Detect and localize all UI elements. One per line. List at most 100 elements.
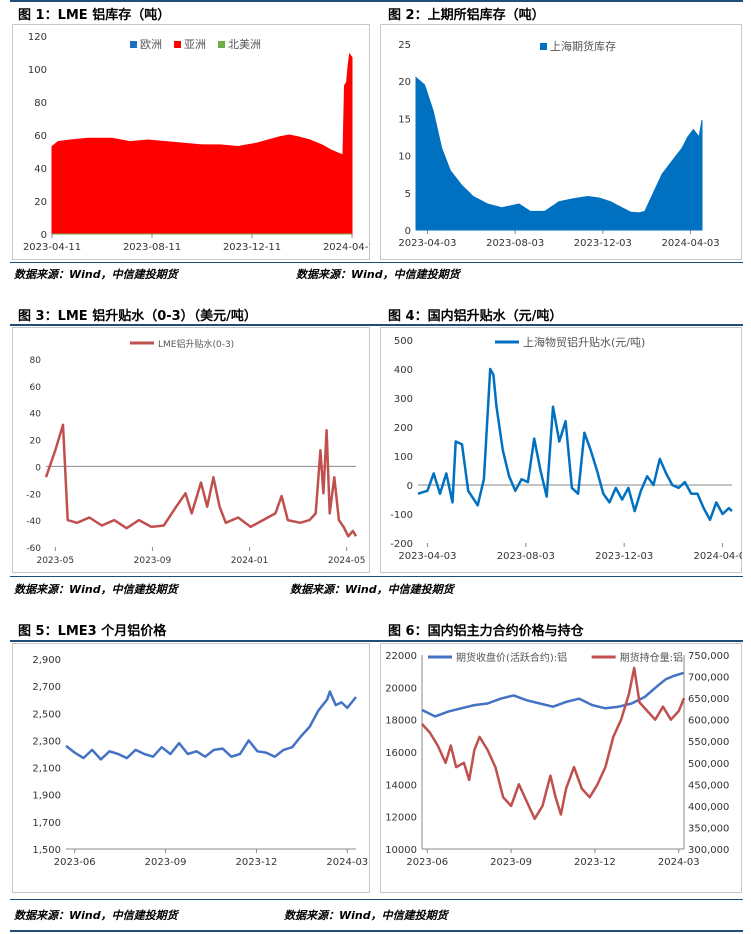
fig6-ytick-label: 20000 (385, 683, 417, 694)
fig1-ytick-label: 40 (34, 164, 47, 175)
fig1-ytick-label: 60 (34, 131, 47, 142)
fig4-ytick-label: 100 (394, 452, 413, 463)
fig3-ytick-label: 20 (30, 437, 42, 447)
fig6-y2tick-label: 600,000 (688, 716, 729, 727)
fig2-ytick-label: 10 (398, 152, 411, 163)
fig1-legend-label-2: 北美洲 (228, 38, 261, 51)
fig3-xtick-label: 2023-05 (36, 556, 74, 566)
fig6-ytick-label: 18000 (385, 716, 417, 727)
fig5-xtick-label: 2023-09 (145, 857, 187, 868)
fig3-series-0-line (44, 423, 358, 538)
fig4-title: 图 4：国内铝升贴水（元/吨） (388, 309, 563, 324)
fig5-ytick-label: 1,700 (32, 818, 61, 829)
fig2-ytick-label: 25 (398, 40, 411, 51)
row2-top-rule (10, 324, 743, 326)
fig4-ytick-label: 0 (407, 481, 413, 492)
fig3-frame (12, 327, 370, 573)
fig4-ytick-label: 400 (394, 365, 413, 376)
fig1-legend-swatch-1 (174, 41, 181, 48)
fig1-xtick-label: 2023-04-11 (23, 242, 81, 253)
row3-right-source: 数据来源：Wind，中信建投期货 (284, 909, 448, 922)
fig6-xtick-label: 2024-03 (658, 857, 700, 868)
fig4-ytick-label: 500 (394, 336, 413, 347)
fig2-legend-label-0: 上海期货库存 (550, 39, 616, 53)
fig1-legend-swatch-2 (218, 41, 225, 48)
row2-right-source: 数据来源：Wind，中信建投期货 (290, 583, 454, 596)
fig5-ytick-label: 2,300 (32, 736, 61, 747)
fig6-y2tick-label: 350,000 (688, 823, 729, 834)
fig6-y2tick-label: 550,000 (688, 737, 729, 748)
fig2-legend-swatch-0 (540, 43, 547, 50)
fig5-frame (12, 643, 370, 893)
fig6-ytick-label: 12000 (385, 813, 417, 824)
row2-rule (10, 576, 743, 577)
fig6-y2tick-label: 450,000 (688, 780, 729, 791)
fig3-xtick-label: 2024-05 (328, 556, 366, 566)
fig6-series-0-line (421, 671, 685, 718)
fig1-ytick-label: 20 (34, 197, 47, 208)
fig4-xtick-label: 2023-04-03 (398, 551, 456, 562)
fig4-panel: -200 -100 0 100 200 300 400 500 2023-04-03 2023-0… (380, 327, 742, 573)
fig1-legend-label-1: 亚洲 (184, 38, 206, 51)
fig2-ytick-label: 20 (398, 77, 411, 88)
row3-left-source: 数据来源：Wind，中信建投期货 (14, 909, 178, 922)
fig6-ytick-label: 22000 (385, 651, 417, 662)
fig3-ytick-label: -60 (26, 544, 41, 554)
fig6-ytick-label: 16000 (385, 748, 417, 759)
fig4-xtick-label: 2024-04-03 (694, 551, 742, 562)
fig1-xtick-label: 2024-04-11 (323, 242, 370, 253)
fig5-series-0-line (65, 690, 357, 761)
fig6-xtick-label: 2023-12 (574, 857, 616, 868)
fig6-legend-label-0: 期货收盘价(活跃合约):铝 (456, 651, 567, 664)
fig1-ytick-label: 0 (41, 230, 47, 241)
fig6-y2tick-label: 700,000 (688, 673, 729, 684)
fig1-ytick-label: 120 (28, 32, 47, 43)
fig1-panel: 0 20 40 60 80 100 120 2023-04-11 2023-08-11 2023-… (12, 24, 370, 260)
fig5-xtick-label: 2024-03 (326, 857, 368, 868)
fig4-xtick-label: 2023-08-03 (497, 551, 555, 562)
fig4-series-0-line (417, 367, 733, 522)
fig2-ytick-label: 5 (405, 189, 411, 200)
fig2-panel: 0 5 10 15 20 25 2023-04-03 2023-08-03 2023-12-03… (380, 24, 742, 260)
fig1-legend-swatch-0 (130, 41, 137, 48)
fig5-xtick-label: 2023-06 (54, 857, 96, 868)
fig2-title: 图 2：上期所铝库存（吨） (388, 8, 545, 23)
fig2-xtick-label: 2023-04-03 (398, 238, 456, 249)
row3-rule (10, 899, 743, 900)
fig3-ytick-label: 60 (30, 383, 42, 393)
fig3-xtick-label: 2023-09 (134, 556, 172, 566)
fig5-ytick-label: 2,900 (32, 655, 61, 666)
fig2-ytick-label: 15 (398, 114, 411, 125)
fig2-ytick-label: 0 (405, 226, 411, 237)
fig3-ytick-label: -20 (26, 490, 41, 500)
fig6-y2tick-label: 650,000 (688, 694, 729, 705)
fig1-xtick-label: 2023-08-11 (123, 242, 181, 253)
fig3-title: 图 3：LME 铝升贴水（0-3）（美元/吨） (18, 309, 257, 324)
fig6-y2tick-label: 300,000 (688, 845, 729, 856)
top-rule (10, 0, 743, 2)
fig2-chart: 0 5 10 15 20 25 2023-04-03 2023-08-03 2023-12-03… (380, 24, 742, 260)
fig1-ytick-label: 100 (28, 65, 47, 76)
fig4-xtick-label: 2023-12-03 (595, 551, 653, 562)
fig2-series-0-area (415, 76, 703, 231)
fig3-chart: -60 -40 -20 0 20 40 60 80 2023-05 2023-09 2024-01 2… (12, 327, 370, 573)
fig4-ytick-label: -100 (390, 510, 413, 521)
fig2-xtick-label: 2023-12-03 (574, 238, 632, 249)
row1-left-source: 数据来源：Wind，中信建投期货 (14, 268, 178, 281)
fig2-xtick-label: 2023-08-03 (486, 238, 544, 249)
fig6-ytick-label: 14000 (385, 780, 417, 791)
fig5-ytick-label: 2,500 (32, 709, 61, 720)
row3-top-rule (10, 640, 743, 642)
fig3-xtick-label: 2024-01 (231, 556, 269, 566)
fig5-ytick-label: 1,500 (32, 845, 61, 856)
fig5-ytick-label: 2,100 (32, 764, 61, 775)
fig4-ytick-label: -200 (390, 539, 413, 550)
fig6-chart: 10000 12000 14000 16000 18000 20000 22000 300,0… (380, 643, 742, 893)
row1-right-source: 数据来源：Wind，中信建投期货 (296, 268, 460, 281)
fig2-xtick-label: 2024-04-03 (661, 238, 719, 249)
fig3-ytick-label: 40 (30, 410, 42, 420)
fig1-series-1-area (51, 52, 353, 235)
bottom-rule (10, 930, 743, 932)
fig4-frame (380, 327, 742, 573)
row1-rule (10, 262, 743, 263)
